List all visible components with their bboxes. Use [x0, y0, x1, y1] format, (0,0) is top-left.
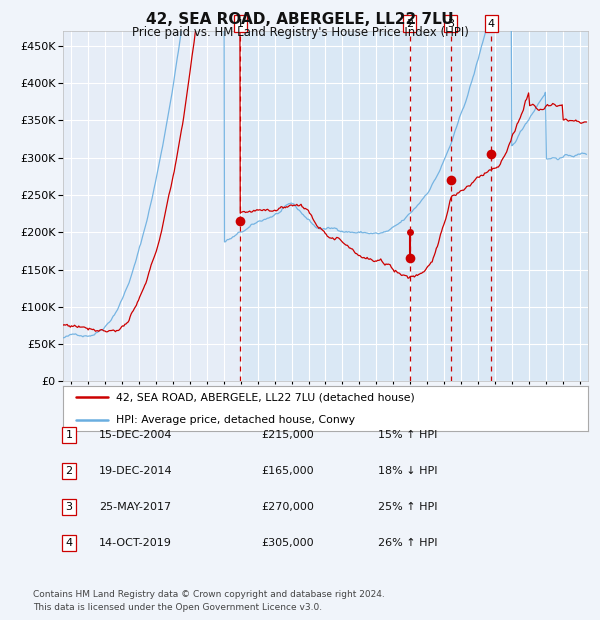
- Text: HPI: Average price, detached house, Conwy: HPI: Average price, detached house, Conw…: [115, 415, 355, 425]
- Text: Contains HM Land Registry data © Crown copyright and database right 2024.
This d: Contains HM Land Registry data © Crown c…: [33, 590, 385, 612]
- Text: 1: 1: [65, 430, 73, 440]
- Text: 14-OCT-2019: 14-OCT-2019: [99, 538, 172, 548]
- Text: 18% ↓ HPI: 18% ↓ HPI: [378, 466, 437, 476]
- Text: £215,000: £215,000: [261, 430, 314, 440]
- Text: 2: 2: [65, 466, 73, 476]
- Bar: [240, 31, 588, 381]
- Text: 4: 4: [65, 538, 73, 548]
- Text: Price paid vs. HM Land Registry's House Price Index (HPI): Price paid vs. HM Land Registry's House …: [131, 26, 469, 39]
- Text: 3: 3: [65, 502, 73, 512]
- Text: 15-DEC-2004: 15-DEC-2004: [99, 430, 173, 440]
- Text: 42, SEA ROAD, ABERGELE, LL22 7LU (detached house): 42, SEA ROAD, ABERGELE, LL22 7LU (detach…: [115, 392, 414, 402]
- Text: 42, SEA ROAD, ABERGELE, LL22 7LU: 42, SEA ROAD, ABERGELE, LL22 7LU: [146, 12, 454, 27]
- Text: £270,000: £270,000: [261, 502, 314, 512]
- Text: 26% ↑ HPI: 26% ↑ HPI: [378, 538, 437, 548]
- Text: £165,000: £165,000: [261, 466, 314, 476]
- Text: 2: 2: [406, 19, 413, 29]
- Text: 15% ↑ HPI: 15% ↑ HPI: [378, 430, 437, 440]
- Text: 1: 1: [236, 19, 244, 29]
- Text: 3: 3: [448, 19, 454, 29]
- Text: 25% ↑ HPI: 25% ↑ HPI: [378, 502, 437, 512]
- Text: 19-DEC-2014: 19-DEC-2014: [99, 466, 173, 476]
- Text: 25-MAY-2017: 25-MAY-2017: [99, 502, 171, 512]
- Text: £305,000: £305,000: [261, 538, 314, 548]
- Text: 4: 4: [488, 19, 495, 29]
